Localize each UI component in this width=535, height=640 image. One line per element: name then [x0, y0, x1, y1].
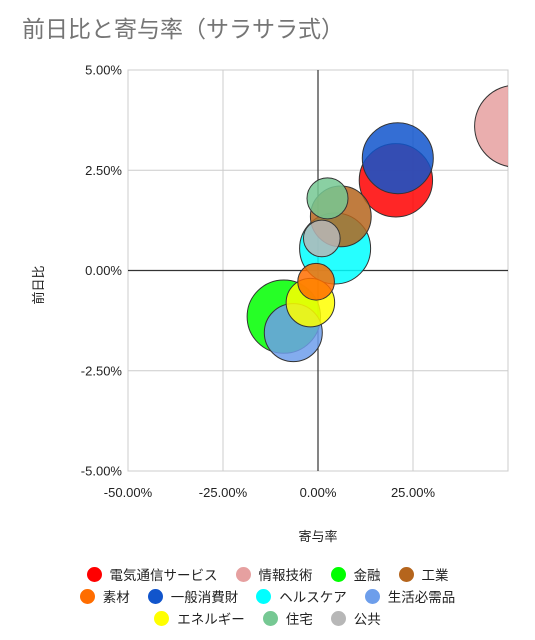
legend-item: 一般消費財 [147, 586, 239, 606]
legend-label: ヘルスケア [279, 590, 347, 606]
legend: 電気通信サービス 情報技術 金融 工業 素材 一般消費財 ヘルスケア 生活必需品 エネルギー… [0, 563, 535, 629]
legend-item: 電気通信サービス [86, 564, 218, 584]
legend-swatch [154, 610, 170, 626]
y-tick-label: 5.00% [85, 63, 122, 78]
bubble-point [474, 85, 508, 167]
x-tick-label: -25.00% [199, 485, 248, 500]
legend-label: 素材 [102, 590, 130, 606]
legend-row: 電気通信サービス 情報技術 金融 工業 [0, 563, 535, 585]
bubble-point [297, 262, 335, 301]
legend-label: エネルギー [177, 612, 245, 628]
y-tick-label: -5.00% [81, 464, 123, 479]
legend-swatch [330, 610, 346, 626]
legend-label: 生活必需品 [387, 590, 456, 606]
legend-item: 生活必需品 [364, 586, 456, 606]
legend-swatch [364, 588, 380, 604]
legend-label: 工業 [421, 568, 449, 584]
legend-label: 電気通信サービス [109, 568, 218, 584]
legend-label: 一般消費財 [170, 590, 239, 606]
legend-item: エネルギー [154, 608, 245, 628]
legend-label: 金融 [353, 568, 381, 584]
y-axis-title: 前日比 [31, 265, 47, 304]
legend-item: 情報技術 [235, 564, 313, 584]
legend-row: 素材 一般消費財 ヘルスケア 生活必需品 [0, 585, 535, 607]
legend-swatch [235, 566, 251, 582]
legend-swatch [256, 588, 272, 604]
legend-item: 金融 [330, 564, 381, 584]
legend-label: 住宅 [285, 612, 313, 628]
legend-item: 公共 [330, 608, 381, 628]
legend-label: 情報技術 [258, 568, 313, 584]
x-tick-label: 0.00% [300, 485, 337, 500]
legend-swatch [86, 566, 102, 582]
legend-row: エネルギー 住宅 公共 [0, 607, 535, 629]
bubble-point [306, 177, 349, 220]
bubble-point [361, 122, 434, 195]
legend-swatch [262, 610, 278, 626]
y-tick-label: -2.50% [81, 363, 123, 378]
legend-swatch [330, 566, 346, 582]
y-tick-label: 0.00% [85, 263, 122, 278]
bubble-layer [246, 85, 508, 363]
legend-item: 素材 [79, 586, 130, 606]
bubble-point [302, 219, 341, 258]
tick-labels: -50.00% -25.00% 0.00% 25.00% 5.00% 2.50% 0.00%… [81, 63, 436, 501]
legend-item: 工業 [398, 564, 449, 584]
bubble-chart: -50.00% -25.00% 0.00% 25.00% 5.00% 2.50% 0.00%… [31, 63, 509, 545]
legend-item: 住宅 [262, 608, 313, 628]
legend-label: 公共 [353, 612, 381, 628]
chart-title: 前日比と寄与率（サラサラ式） [22, 17, 344, 43]
legend-swatch [398, 566, 414, 582]
x-axis-title: 寄与率 [298, 529, 337, 545]
y-tick-label: 2.50% [85, 163, 122, 178]
legend-item: ヘルスケア [256, 586, 347, 606]
legend-swatch [79, 588, 95, 604]
x-tick-label: 25.00% [391, 485, 436, 500]
x-tick-label: -50.00% [104, 485, 153, 500]
legend-swatch [147, 588, 163, 604]
